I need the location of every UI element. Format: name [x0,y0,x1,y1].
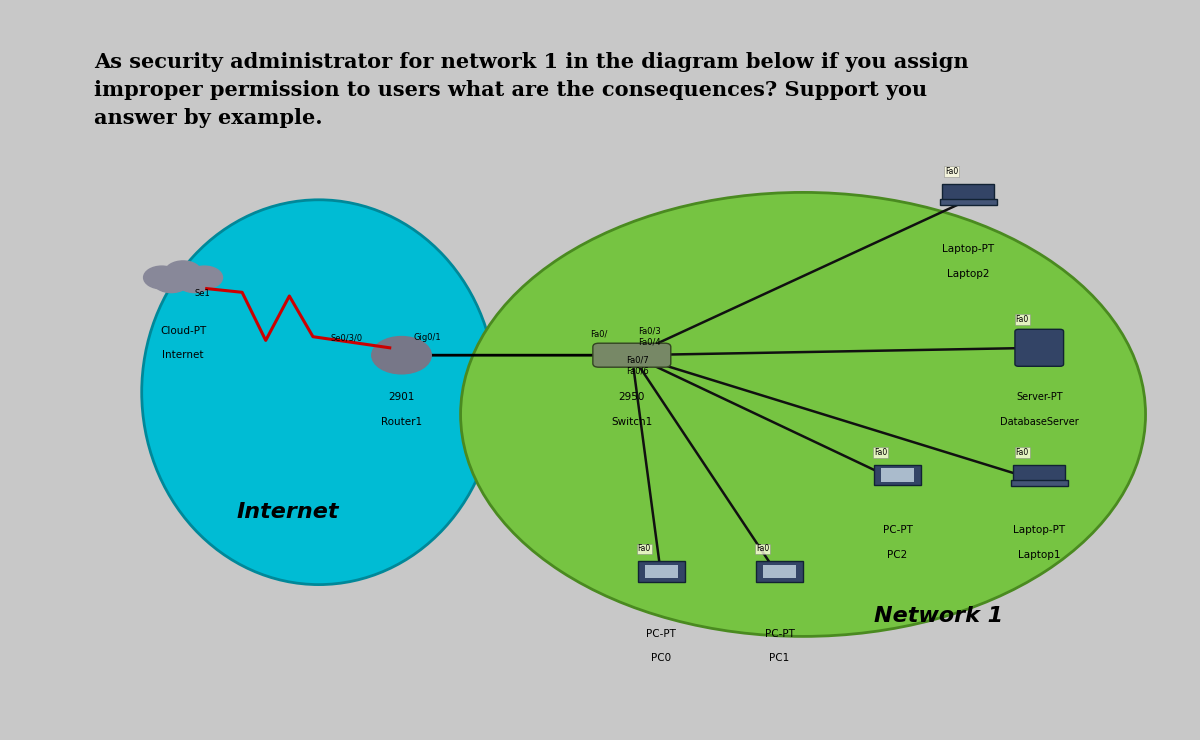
Text: As security administrator for network 1 in the diagram below if you assign
impro: As security administrator for network 1 … [95,52,970,128]
Text: Fa0: Fa0 [1015,315,1028,324]
Text: Laptop-PT: Laptop-PT [942,244,995,255]
Text: PC1: PC1 [769,653,790,664]
Bar [637,561,685,582]
Text: Fa0/6: Fa0/6 [626,367,649,376]
Circle shape [372,337,431,374]
Text: Internet: Internet [162,350,204,360]
Bar [1010,480,1068,486]
Text: PC-PT: PC-PT [883,525,912,536]
Text: Fa0: Fa0 [1015,448,1028,457]
Text: Router1: Router1 [380,417,422,427]
Ellipse shape [142,200,496,585]
Text: Cloud-PT: Cloud-PT [160,326,206,336]
Text: Internet: Internet [236,502,338,522]
Text: PC-PT: PC-PT [764,629,794,639]
Bar [1013,465,1066,481]
Circle shape [176,270,214,292]
Text: PC-PT: PC-PT [647,629,677,639]
Circle shape [144,266,180,289]
Text: Fa0: Fa0 [874,448,887,457]
Ellipse shape [461,192,1146,636]
Text: PC0: PC0 [652,653,672,664]
Text: 2950: 2950 [619,392,646,403]
FancyBboxPatch shape [593,343,671,367]
Text: Fa0: Fa0 [637,545,650,554]
Circle shape [154,270,190,292]
Text: Switch1: Switch1 [611,417,653,427]
Text: Gig0/1: Gig0/1 [413,334,440,343]
Text: Fa0/7: Fa0/7 [626,356,649,365]
Text: 2901: 2901 [389,392,415,403]
Bar [942,184,995,200]
Circle shape [164,261,202,283]
Bar [881,468,914,482]
Circle shape [186,266,222,289]
Text: Fa0/4: Fa0/4 [637,337,660,346]
Text: Laptop-PT: Laptop-PT [1013,525,1066,536]
Text: Server-PT: Server-PT [1016,392,1062,403]
Text: Fa0/3: Fa0/3 [637,326,660,335]
Bar [874,465,922,485]
FancyBboxPatch shape [1015,329,1063,366]
Text: Fa0: Fa0 [944,167,958,176]
Text: Laptop2: Laptop2 [947,269,990,279]
Text: Se0/3/0: Se0/3/0 [331,334,362,343]
Bar [940,199,997,205]
Text: DatabaseServer: DatabaseServer [1000,417,1079,427]
Text: Fa0: Fa0 [756,545,769,554]
Text: Network 1: Network 1 [874,605,1003,625]
Bar [756,561,803,582]
Text: PC2: PC2 [888,550,907,560]
Text: Se1: Se1 [194,289,211,298]
Bar [644,565,678,578]
Text: Fa0/: Fa0/ [590,330,608,339]
Text: Laptop1: Laptop1 [1018,550,1061,560]
Bar [763,565,796,578]
